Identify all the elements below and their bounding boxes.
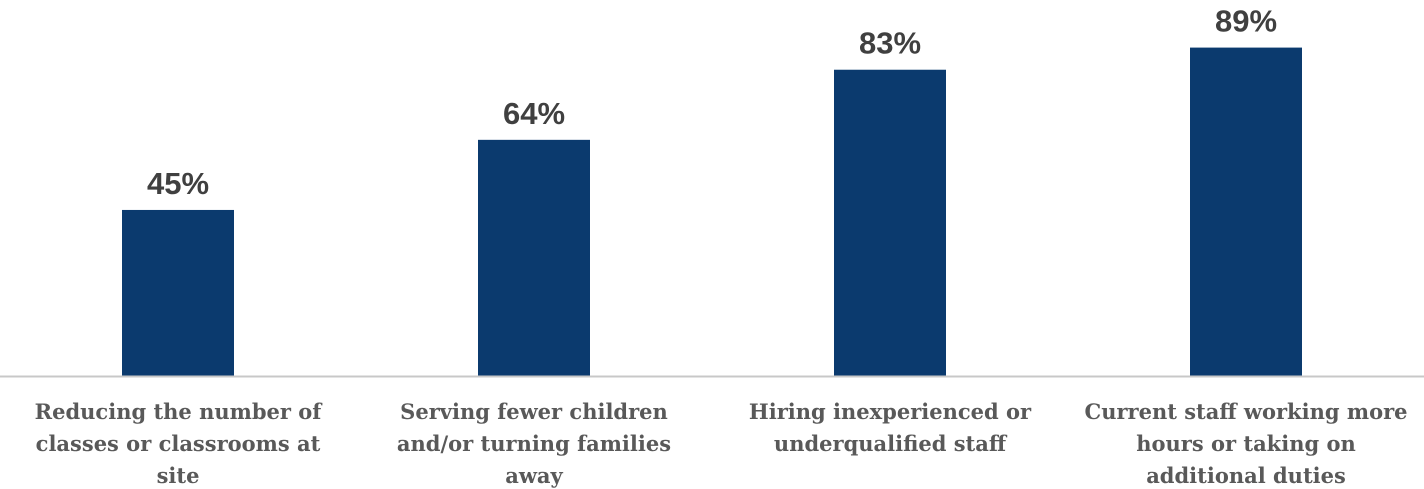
bars-group — [122, 47, 1302, 377]
value-labels-group: 45% 64% 83% 89% — [147, 4, 1277, 201]
category-label-2-line-1: Serving fewer children — [400, 399, 668, 424]
category-label-2-line-2: and/or turning families — [397, 431, 671, 456]
category-label-4-line-2: hours or taking on — [1136, 431, 1356, 456]
category-label-3: Hiring inexperienced or underqualified st… — [749, 399, 1032, 456]
data-label-1: 45% — [147, 166, 209, 201]
bar-4 — [1190, 47, 1302, 377]
category-label-4-line-3: additional duties — [1146, 463, 1346, 488]
category-label-1-line-3: site — [157, 463, 200, 488]
bar-3 — [834, 69, 946, 376]
bar-1 — [122, 209, 234, 376]
category-label-3-line-1: Hiring inexperienced or — [749, 399, 1032, 424]
category-label-4-line-1: Current staff working more — [1084, 399, 1407, 424]
category-label-4: Current staff working more hours or takin… — [1084, 399, 1407, 488]
category-label-3-line-2: underqualified staff — [774, 431, 1008, 456]
category-label-1-line-1: Reducing the number of — [35, 399, 324, 424]
bar-2 — [478, 139, 590, 376]
category-label-1-line-2: classes or classrooms at — [36, 431, 321, 456]
category-label-1: Reducing the number of classes or classro… — [35, 399, 324, 488]
category-label-2: Serving fewer children and/or turning fam… — [397, 399, 671, 488]
data-label-4: 89% — [1215, 4, 1277, 39]
category-labels-group: Reducing the number of classes or classro… — [35, 399, 1408, 488]
data-label-2: 64% — [503, 96, 565, 131]
category-label-2-line-3: away — [505, 463, 563, 488]
data-label-3: 83% — [859, 26, 921, 61]
